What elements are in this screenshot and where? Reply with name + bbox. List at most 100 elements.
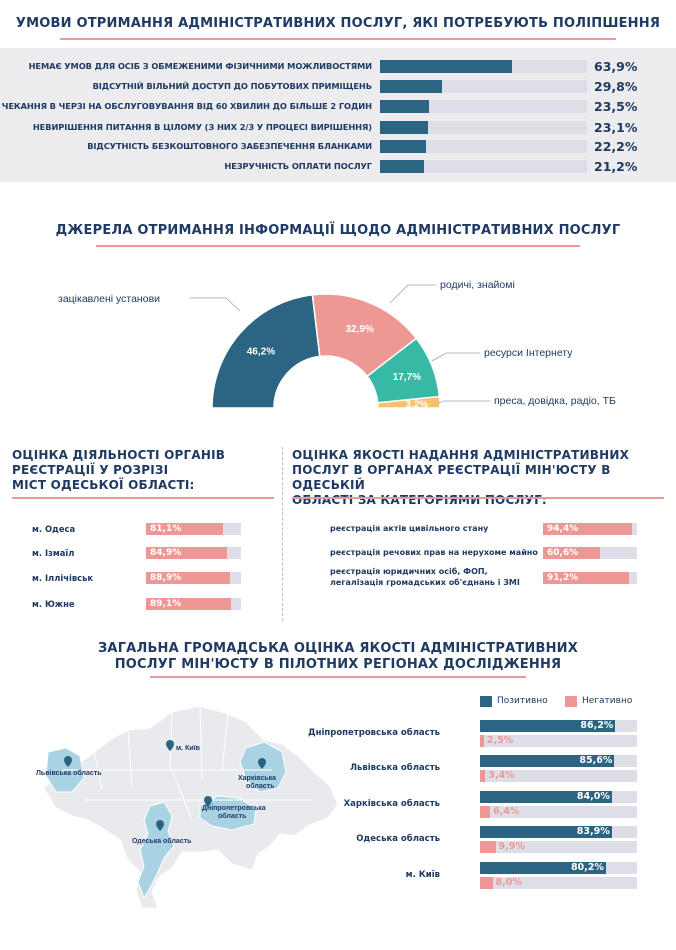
region-negative-track [480,877,637,889]
map-label-kyiv: м. Київ [176,745,201,752]
category-bar: 94,4% [543,523,632,535]
city-bar-track: 81,1% [146,523,241,535]
city-value: 89,1% [150,599,182,609]
map-pin-icon-lviv [64,756,72,767]
condition-value: 29,8% [594,79,638,94]
section4-title-underline [292,497,664,499]
region-odesa [137,801,175,900]
condition-bar [380,160,424,173]
section2-title: ДЖЕРЕЛА ОТРИМАННЯ ІНФОРМАЦІЇ ЩОДО АДМІНІ… [55,223,621,238]
city-bar-track: 89,1% [146,598,241,610]
category-bar: 91,2% [543,572,629,584]
category-bar-track: 60,6% [543,547,637,559]
donut-slice-value: 3,2% [405,399,428,410]
donut-leader-line [389,284,436,304]
category-label: легалізація громадських об'єднань і ЗМІ [330,578,520,587]
condition-label: НЕВИРІШЕННЯ ПИТАННЯ В ЦІЛОМУ (З НИХ 2/3 … [32,122,372,132]
condition-value: 23,5% [594,99,638,114]
region-negative-track [480,735,637,747]
section4-title-line1: ОЦІНКА ЯКОСТІ НАДАННЯ АДМІНІСТРАТИВНИХ [292,448,630,462]
section3-title: ОЦІНКА ДІЯЛЬНОСТІ ОРГАНІВ РЕЄСТРАЦІЇ У Р… [12,448,272,493]
region-positive-value: 86,2% [580,720,614,731]
city-label: м. Южне [32,599,75,609]
condition-bar [380,140,426,153]
map-label-kharkiv-1: Харківська [238,774,276,782]
map-label-dnipro-2: область [218,812,247,820]
map-label-odesa: Одеська область [132,837,192,845]
condition-label: ВІДСУТНІСТЬ БЕЗКОШТОВНОГО ЗАБЕЗПЕЧЕННЯ Б… [87,141,372,151]
donut-category-label: преса, довідка, радіо, ТБ [494,395,616,407]
legend-negative-label: Негативно [582,696,633,706]
condition-value: 23,1% [594,120,638,135]
donut-slice [311,293,418,378]
section3-title-line1: ОЦІНКА ДІЯЛЬНОСТІ ОРГАНІВ [12,448,226,462]
donut-leader-line [437,400,490,404]
region-positive-value: 83,9% [576,826,610,837]
condition-bar-track [380,80,587,93]
category-bar-track: 94,4% [543,523,637,535]
condition-value: 21,2% [594,159,638,174]
region-label: Одеська область [356,834,440,844]
map-label-kharkiv-2: область [246,782,275,790]
region-dnipro [199,795,257,831]
region-negative-track [480,806,637,818]
region-positive-value: 80,2% [570,862,604,873]
condition-value: 63,9% [594,59,638,74]
region-positive-track [480,755,637,767]
city-bar-track: 84,9% [146,547,241,559]
condition-bar-track [380,140,587,153]
section4-title-line3: ОБЛАСТІ ЗА КАТЕГОРІЯМИ ПОСЛУГ: [292,493,547,507]
region-positive-track [480,791,637,803]
section1-title-underline [60,38,616,40]
section5-title-line2: ПОСЛУГ МІН'ЮСТУ В ПІЛОТНИХ РЕГІОНАХ ДОСЛ… [114,657,562,672]
legend-positive-label: Позитивно [497,696,548,706]
section3-title-underline [12,497,274,499]
section5-title-line1: ЗАГАЛЬНА ГРОМАДСЬКА ОЦІНКА ЯКОСТІ АДМІНІ… [98,641,578,656]
city-value: 88,9% [150,573,182,583]
donut-category-label: зацікавлені установи [58,293,160,305]
condition-bar [380,100,429,113]
donut-slice-value: 17,7% [393,372,421,383]
section4-title-line2: ПОСЛУГ В ОРГАНАХ РЕЄСТРАЦІЇ МІН'ЮСТУ В О… [292,463,611,492]
city-label: м. Ізмаїл [32,548,75,558]
region-positive-bar [480,720,616,732]
section2-title-underline [96,245,580,247]
map-pin-icons [64,740,266,831]
region-positive-bar [480,755,615,767]
category-bar: 60,6% [543,547,600,559]
condition-label: ЧЕКАННЯ В ЧЕРЗІ НА ОБСЛУГОВУВАННЯ ВІД 60… [1,101,372,111]
region-label: Харківська область [343,799,440,809]
donut-leader-line [190,297,241,312]
region-negative-bar [480,770,486,782]
region-negative-bar [480,735,484,747]
condition-bar-track [380,100,587,113]
region-label: Дніпропетровська область [308,728,440,738]
section1-title: УМОВИ ОТРИМАННЯ АДМІНІСТРАТИВНИХ ПОСЛУГ,… [15,16,661,31]
region-positive-track [480,720,637,732]
region-label: м. Київ [405,870,440,880]
ukraine-map: м. Київ Львівська область Харківська обл… [36,705,339,909]
region-positive-value: 85,6% [579,755,613,766]
condition-bar-track [380,121,587,134]
information-sources-semi-donut: 46,2% 32,9% 17,7% 3,2% зацікавлені установи р… [58,279,616,410]
map-internal-borders [62,705,312,821]
city-bar-track: 88,9% [146,572,241,584]
section-divider-dashed [282,447,283,621]
region-negative-bar [480,877,493,889]
category-label: реєстрація речових прав на нерухоме майн… [330,548,538,557]
region-negative-value: 9,9% [498,841,525,852]
map-pin-icon-dnipro [204,796,212,807]
condition-label: НЕМАЄ УМОВ ДЛЯ ОСІБ З ОБМЕЖЕНИМИ ФІЗИЧНИ… [28,61,373,71]
condition-bar [380,80,442,93]
section4-title: ОЦІНКА ЯКОСТІ НАДАННЯ АДМІНІСТРАТИВНИХ П… [292,448,672,508]
condition-label: НЕЗРУЧНІСТЬ ОПЛАТИ ПОСЛУГ [224,161,372,171]
region-negative-value: 8,0% [495,877,522,888]
condition-label: ВІДСУТНІЙ ВІЛЬНИЙ ДОСТУП ДО ПОБУТОВИХ ПР… [92,81,373,91]
map-pin-icon-kharkiv [258,758,266,769]
map-pin-icon-odesa [156,820,164,831]
city-bar: 81,1% [146,523,224,535]
region-negative-value: 3,4% [488,770,515,781]
map-label-dnipro-1: Дніпропетровська [202,804,266,812]
category-label: реєстрація юридичних осіб, ФОП, [330,567,488,576]
condition-bar [380,60,513,73]
